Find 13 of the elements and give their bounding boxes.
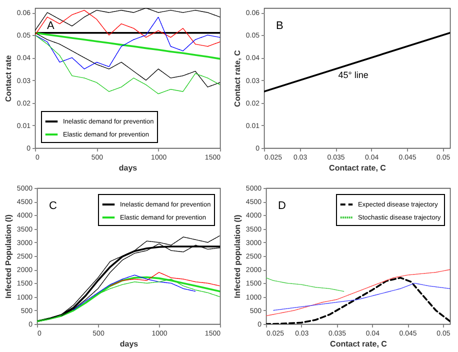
annotation: D <box>278 200 286 212</box>
x-axis-title: Contact rate, C <box>329 164 386 172</box>
y-axis-title: Infected Population (I) <box>4 214 13 298</box>
x-axis-title: Contact rate, C <box>330 340 388 348</box>
x-axis-title: days <box>120 340 139 348</box>
annotation: 45° line <box>338 70 368 80</box>
y-axis-title: Infected population (I) <box>232 214 242 298</box>
annotation: A <box>47 20 55 32</box>
x-axis-title: days <box>118 164 138 172</box>
annotation: B <box>276 20 284 32</box>
y-axis-title: Contact rate <box>4 54 13 102</box>
annotation: C <box>49 200 57 212</box>
y-axis-title: Contact rate, C <box>232 50 242 107</box>
